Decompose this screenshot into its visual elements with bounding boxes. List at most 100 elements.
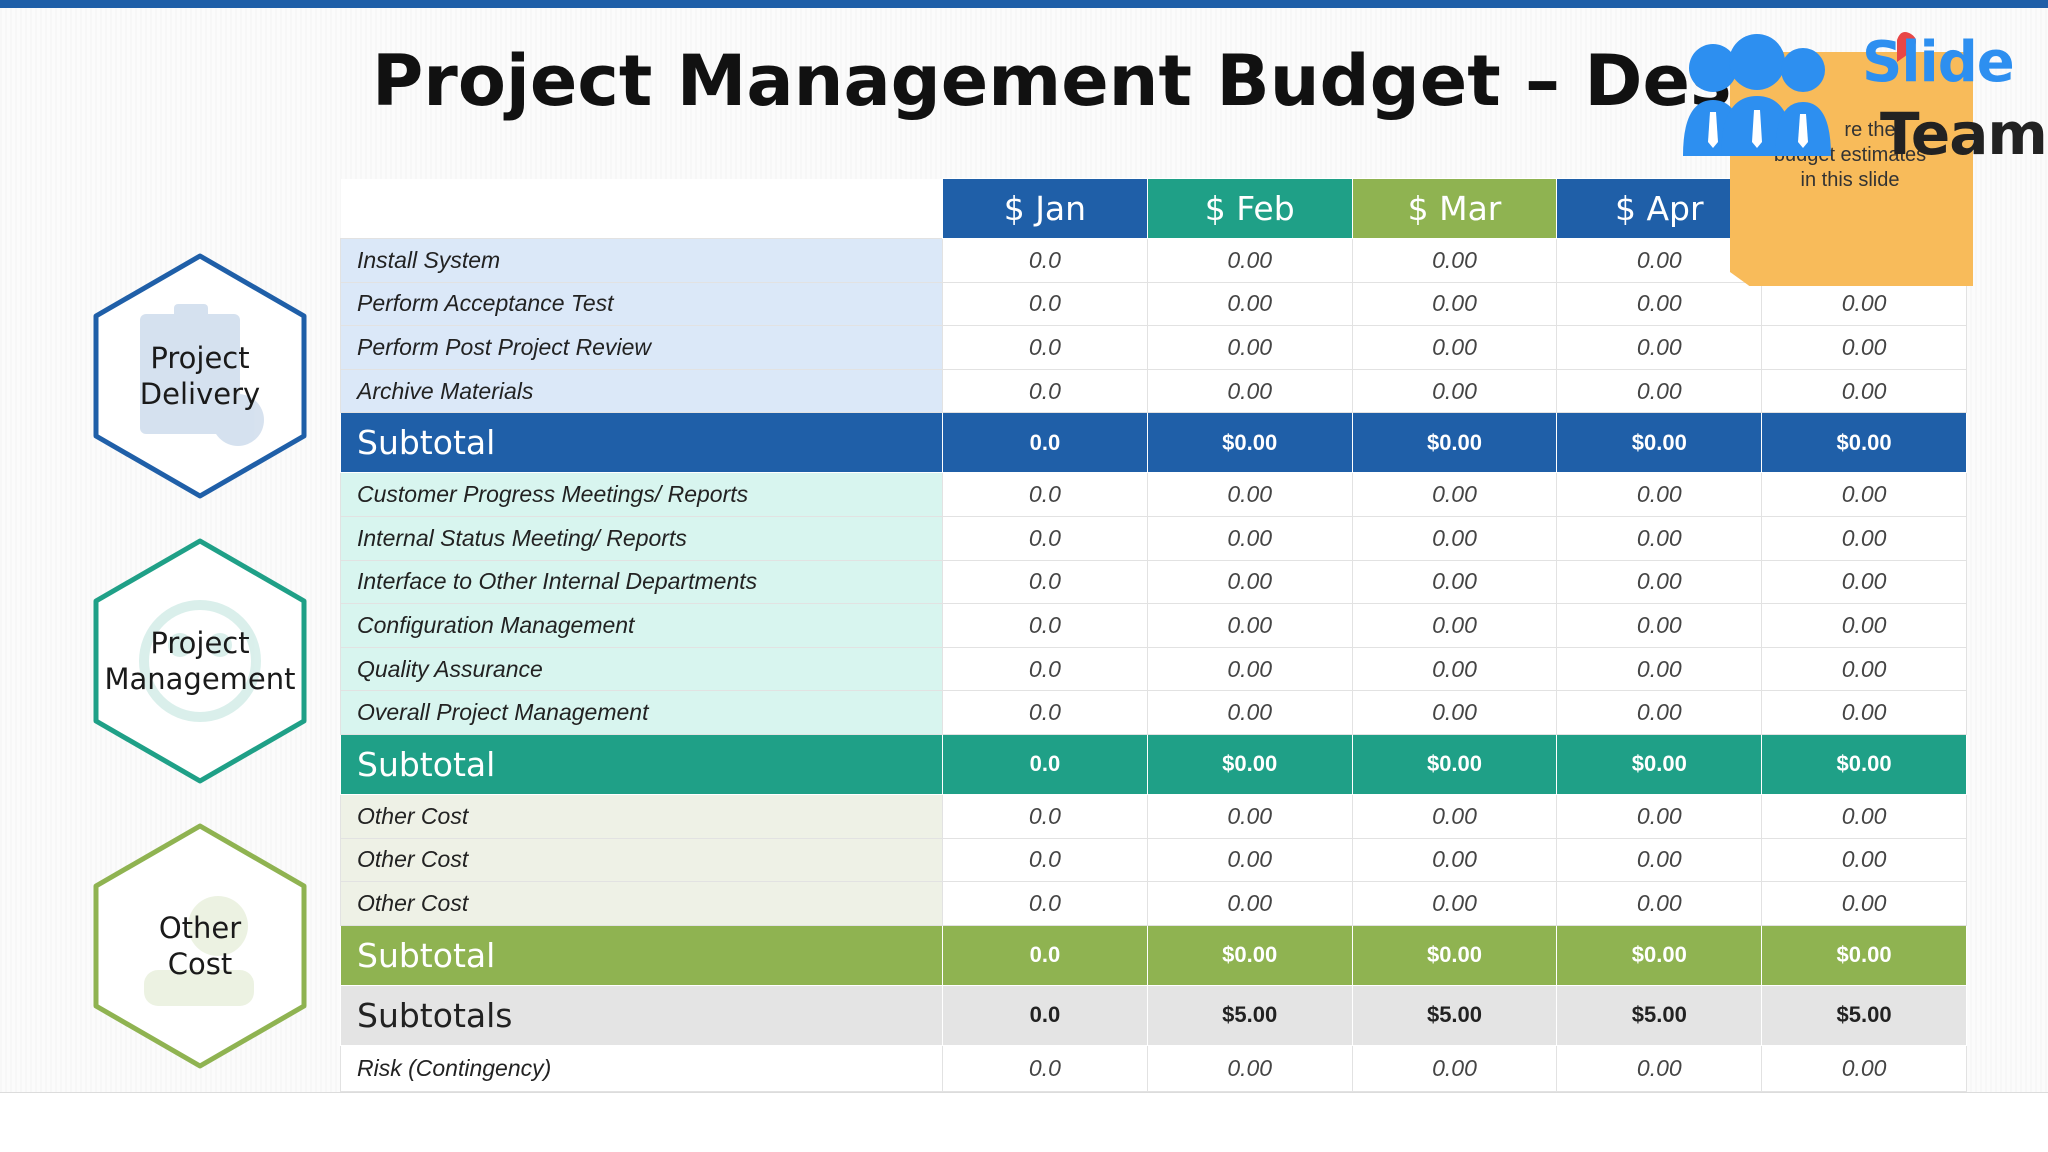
value-cell[interactable]: 0.00	[1351, 646, 1558, 692]
value-cell[interactable]: 0.00	[1351, 472, 1558, 517]
value-cell[interactable]: 0.00	[1761, 368, 1967, 414]
value-cell[interactable]: 0.00	[1146, 881, 1353, 926]
subtotal-cell[interactable]: $0.00	[1761, 924, 1967, 986]
value-cell[interactable]: 0.00	[1146, 793, 1353, 839]
value-cell[interactable]: 0.00	[1146, 515, 1353, 561]
value-cell[interactable]: 0.0	[942, 690, 1148, 735]
subtotal-cell[interactable]: $0.00	[1761, 733, 1967, 795]
value-cell[interactable]: 0.00	[1146, 281, 1353, 327]
row-label: Quality Assurance	[340, 646, 943, 692]
subtotal-cell[interactable]: $0.00	[1761, 412, 1967, 474]
value-cell[interactable]: 0.00	[1146, 1044, 1353, 1092]
gear-hand-icon	[144, 896, 254, 1006]
header-blank-cell	[340, 178, 943, 239]
value-cell[interactable]: 0.00	[1146, 368, 1353, 414]
subtotal-cell[interactable]: 0.0	[942, 412, 1148, 474]
value-cell[interactable]: 0.00	[1556, 837, 1763, 883]
value-cell[interactable]: 0.0	[942, 881, 1148, 926]
value-cell[interactable]: 0.00	[1761, 837, 1967, 883]
value-cell[interactable]: 0.00	[1556, 368, 1763, 414]
subtotals-cell[interactable]: $5.00	[1351, 984, 1558, 1046]
value-cell[interactable]: 0.00	[1556, 690, 1763, 735]
value-cell[interactable]: 0.00	[1761, 881, 1967, 926]
subtotals-cell[interactable]: 0.0	[942, 984, 1148, 1046]
subtotal-cell[interactable]: $0.00	[1146, 924, 1353, 986]
heart-icon	[1897, 32, 1916, 62]
value-cell[interactable]: 0.0	[942, 472, 1148, 517]
value-cell[interactable]: 0.00	[1761, 603, 1967, 648]
subtotals-row: Subtotals 0.0 $5.00 $5.00 $5.00 $5.00	[340, 984, 1967, 1046]
subtotal-cell[interactable]: $0.00	[1351, 733, 1558, 795]
value-cell[interactable]: 0.00	[1761, 325, 1967, 370]
value-cell[interactable]: 0.00	[1351, 793, 1558, 839]
value-cell[interactable]: 0.00	[1556, 559, 1763, 605]
subtotals-cell[interactable]: $5.00	[1761, 984, 1967, 1046]
value-cell[interactable]: 0.00	[1146, 690, 1353, 735]
value-cell[interactable]: 0.00	[1761, 559, 1967, 605]
value-cell[interactable]: 0.00	[1556, 603, 1763, 648]
subtotal-cell[interactable]: $0.00	[1146, 412, 1353, 474]
value-cell[interactable]: 0.0	[942, 238, 1148, 283]
value-cell[interactable]: 0.00	[1146, 325, 1353, 370]
subtotal-cell[interactable]: $0.00	[1556, 924, 1763, 986]
value-cell[interactable]: 0.00	[1761, 515, 1967, 561]
value-cell[interactable]: 0.00	[1146, 603, 1353, 648]
subtotal-cell[interactable]: 0.0	[942, 924, 1148, 986]
value-cell[interactable]: 0.00	[1351, 1044, 1558, 1092]
value-cell[interactable]: 0.00	[1556, 472, 1763, 517]
value-cell[interactable]: 0.00	[1556, 793, 1763, 839]
subtotal-cell[interactable]: $0.00	[1351, 412, 1558, 474]
value-cell[interactable]: 0.00	[1761, 793, 1967, 839]
subtotals-cell[interactable]: $5.00	[1146, 984, 1353, 1046]
value-cell[interactable]: 0.00	[1761, 690, 1967, 735]
value-cell[interactable]: 0.00	[1761, 281, 1967, 327]
value-cell[interactable]: 0.00	[1556, 646, 1763, 692]
value-cell[interactable]: 0.00	[1556, 1044, 1763, 1092]
row-label: Perform Acceptance Test	[340, 281, 943, 327]
sticky-note-line: in this slide	[1800, 169, 1900, 191]
value-cell[interactable]: 0.00	[1761, 1044, 1967, 1092]
value-cell[interactable]: 0.00	[1351, 515, 1558, 561]
value-cell[interactable]: 0.00	[1351, 837, 1558, 883]
row-label: Install System	[340, 238, 943, 283]
value-cell[interactable]: 0.0	[942, 368, 1148, 414]
value-cell[interactable]: 0.00	[1351, 603, 1558, 648]
column-header: $ Apr	[1556, 178, 1763, 239]
value-cell[interactable]: 0.00	[1351, 325, 1558, 370]
value-cell[interactable]: 0.0	[942, 793, 1148, 839]
subtotal-cell[interactable]: $0.00	[1556, 733, 1763, 795]
value-cell[interactable]: 0.0	[942, 515, 1148, 561]
value-cell[interactable]: 0.0	[942, 1044, 1148, 1092]
value-cell[interactable]: 0.00	[1351, 690, 1558, 735]
value-cell[interactable]: 0.00	[1556, 881, 1763, 926]
subtotal-cell[interactable]: $0.00	[1351, 924, 1558, 986]
category-project-management: Project Management	[88, 535, 312, 787]
value-cell[interactable]: 0.00	[1556, 325, 1763, 370]
value-cell[interactable]: 0.00	[1351, 368, 1558, 414]
value-cell[interactable]: 0.00	[1351, 238, 1558, 283]
value-cell[interactable]: 0.00	[1556, 238, 1763, 283]
value-cell[interactable]: 0.0	[942, 281, 1148, 327]
value-cell[interactable]: 0.00	[1351, 881, 1558, 926]
value-cell[interactable]: 0.00	[1556, 515, 1763, 561]
value-cell[interactable]: 0.0	[942, 559, 1148, 605]
value-cell[interactable]: 0.00	[1146, 646, 1353, 692]
value-cell[interactable]: 0.0	[942, 325, 1148, 370]
subtotal-cell[interactable]: $0.00	[1556, 412, 1763, 474]
value-cell[interactable]: 0.00	[1761, 646, 1967, 692]
value-cell[interactable]: 0.0	[942, 603, 1148, 648]
category-label: Other Cost	[158, 911, 242, 981]
value-cell[interactable]: 0.00	[1351, 559, 1558, 605]
subtotal-cell[interactable]: 0.0	[942, 733, 1148, 795]
value-cell[interactable]: 0.00	[1761, 472, 1967, 517]
value-cell[interactable]: 0.00	[1556, 281, 1763, 327]
value-cell[interactable]: 0.0	[942, 837, 1148, 883]
value-cell[interactable]: 0.00	[1146, 837, 1353, 883]
value-cell[interactable]: 0.00	[1146, 472, 1353, 517]
value-cell[interactable]: 0.00	[1146, 238, 1353, 283]
value-cell[interactable]: 0.00	[1146, 559, 1353, 605]
value-cell[interactable]: 0.00	[1351, 281, 1558, 327]
value-cell[interactable]: 0.0	[942, 646, 1148, 692]
subtotals-cell[interactable]: $5.00	[1556, 984, 1763, 1046]
subtotal-cell[interactable]: $0.00	[1146, 733, 1353, 795]
